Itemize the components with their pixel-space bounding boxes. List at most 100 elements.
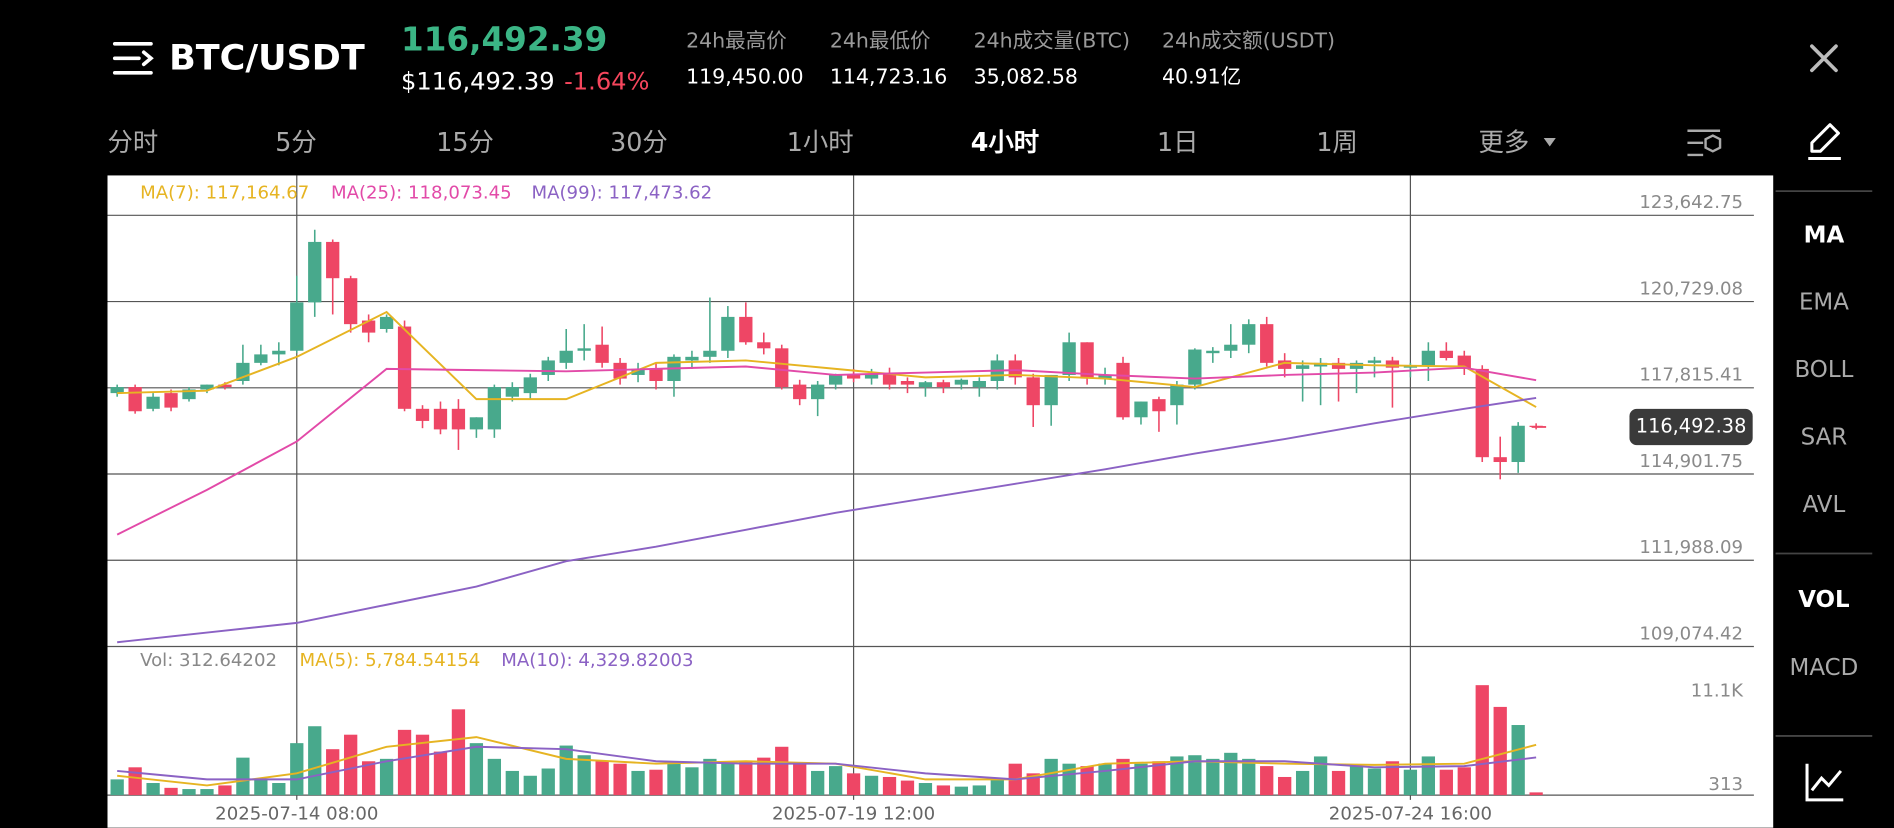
interval-tab[interactable]: 1日 bbox=[1157, 127, 1199, 157]
main-indicator[interactable]: MA bbox=[1804, 222, 1845, 248]
ma-line bbox=[117, 396, 1537, 644]
close-button[interactable] bbox=[1810, 44, 1838, 73]
volume-bar bbox=[200, 789, 214, 796]
y-tick-label: 109,074.42 bbox=[1639, 623, 1743, 644]
volume-bar bbox=[451, 709, 466, 796]
chart-type-icon[interactable] bbox=[1805, 763, 1844, 802]
volume-bar bbox=[828, 766, 843, 796]
candle-body bbox=[649, 368, 663, 382]
main-indicator[interactable]: AVL bbox=[1803, 492, 1846, 518]
interval-tab[interactable]: 30分 bbox=[610, 127, 668, 157]
candle-body bbox=[523, 377, 537, 394]
legend-item: MA(5): 5,784.54154 bbox=[300, 650, 481, 671]
sub-indicator[interactable]: MACD bbox=[1790, 655, 1859, 681]
volume-tick-label: 313 bbox=[1708, 774, 1743, 795]
candle-body bbox=[703, 350, 717, 357]
candle-body bbox=[775, 348, 789, 388]
candle-body bbox=[1421, 350, 1436, 366]
volume-bar bbox=[721, 763, 735, 796]
volume-bar bbox=[433, 751, 448, 796]
volume-bar bbox=[1134, 763, 1148, 796]
candle-body bbox=[1188, 349, 1202, 385]
volume-bar bbox=[1331, 770, 1346, 796]
candle-body bbox=[218, 384, 232, 388]
candle-body bbox=[685, 356, 699, 361]
volume-bar bbox=[1439, 769, 1453, 796]
ma-line bbox=[117, 745, 1537, 781]
interval-tab[interactable]: 5分 bbox=[275, 127, 317, 157]
stat-label: 24h成交额(USDT) bbox=[1162, 28, 1335, 52]
stat-label: 24h最高价 bbox=[686, 28, 787, 52]
interval-tab[interactable]: 分时 bbox=[108, 127, 159, 157]
candle-body bbox=[272, 350, 286, 355]
last-price-badge bbox=[1629, 408, 1753, 446]
candle-body bbox=[505, 387, 519, 397]
interval-tab[interactable]: 15分 bbox=[436, 127, 494, 157]
volume-bar bbox=[290, 743, 304, 796]
pair-title[interactable]: BTC/USDT bbox=[169, 37, 365, 78]
volume-bar bbox=[361, 761, 376, 796]
volume-bar bbox=[811, 770, 825, 796]
ma-line bbox=[116, 365, 1537, 536]
volume-bar bbox=[793, 763, 807, 796]
price-usd: $116,492.39 bbox=[401, 67, 555, 95]
more-caret[interactable] bbox=[1543, 137, 1556, 147]
candle-body bbox=[1242, 324, 1256, 345]
icon-axis bbox=[1805, 763, 1844, 802]
volume-bar bbox=[541, 768, 555, 796]
price-change: -1.64% bbox=[564, 67, 649, 95]
candle-body bbox=[882, 373, 897, 385]
candle-body bbox=[631, 368, 645, 375]
volume-bar bbox=[1493, 706, 1507, 796]
indicator-menu: MA EMA BOLL SAR AVL VOL MACD bbox=[1790, 222, 1859, 680]
candle-body bbox=[541, 360, 555, 375]
y-tick-label: 111,988.09 bbox=[1639, 537, 1743, 558]
candle-body bbox=[559, 350, 573, 363]
legend-item: MA(7): 117,164.67 bbox=[140, 183, 309, 204]
main-indicator[interactable]: BOLL bbox=[1794, 357, 1853, 383]
candle-body bbox=[1080, 342, 1094, 379]
candle-body bbox=[1026, 377, 1040, 406]
main-indicator[interactable]: EMA bbox=[1799, 290, 1849, 316]
interval-tab[interactable]: 更多 bbox=[1478, 127, 1529, 157]
volume-bar bbox=[631, 770, 645, 796]
candle-body bbox=[1278, 360, 1292, 369]
y-tick-label: 114,901.75 bbox=[1639, 451, 1743, 472]
candle-body bbox=[200, 384, 214, 390]
draw-tool-icon[interactable] bbox=[1808, 123, 1841, 161]
volume-bar bbox=[344, 734, 358, 796]
candle-body bbox=[290, 302, 304, 351]
volume-bar bbox=[1242, 758, 1256, 796]
candle-body bbox=[164, 393, 178, 408]
candle-body bbox=[326, 241, 340, 279]
legend-item: MA(99): 117,473.62 bbox=[531, 183, 712, 204]
y-tick-label: 120,729.08 bbox=[1639, 278, 1743, 299]
candle-body bbox=[344, 278, 358, 325]
menu-icon[interactable] bbox=[112, 41, 154, 75]
volume-bar bbox=[128, 767, 142, 796]
candle-body bbox=[811, 384, 825, 400]
settings-icon[interactable] bbox=[1687, 129, 1722, 157]
volume-bar bbox=[864, 775, 879, 796]
interval-tab[interactable]: 4小时 bbox=[971, 127, 1039, 157]
legend-item: MA(10): 4,329.82003 bbox=[501, 650, 693, 671]
stat-label: 24h成交量(BTC) bbox=[974, 28, 1130, 52]
volume-bar bbox=[308, 726, 322, 796]
main-indicator[interactable]: SAR bbox=[1801, 425, 1848, 451]
volume-bar bbox=[1403, 769, 1418, 796]
candle-body bbox=[128, 387, 142, 412]
candle-body bbox=[1331, 362, 1346, 369]
candle-body bbox=[864, 373, 879, 379]
candle-body bbox=[110, 387, 124, 394]
volume-bar bbox=[182, 789, 196, 796]
interval-tab[interactable]: 1周 bbox=[1316, 127, 1358, 157]
interval-tab[interactable]: 1小时 bbox=[787, 127, 854, 157]
sub-indicator[interactable]: VOL bbox=[1798, 587, 1849, 613]
volume-bar bbox=[1170, 756, 1184, 796]
last-price-label: 116,492.38 bbox=[1636, 414, 1747, 437]
candle-body bbox=[1224, 344, 1238, 351]
volume-bar bbox=[110, 779, 124, 796]
candle-body bbox=[1098, 374, 1112, 379]
